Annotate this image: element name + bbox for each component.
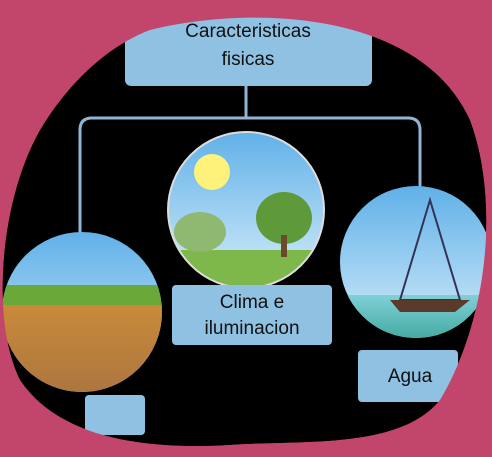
node-label: Caracteristicas <box>185 21 311 42</box>
diagram: Caracteristicas fisicas Clima e iluminacion… <box>0 0 492 457</box>
page: {"nodes": [ {"lines": ["Caracteristicas"… <box>0 0 492 457</box>
node-label: Clima e <box>220 292 284 313</box>
node-label: Agua <box>388 366 433 387</box>
node-label: fisicas <box>222 49 275 70</box>
node-label: iluminacion <box>204 318 299 339</box>
node-box <box>85 395 145 435</box>
